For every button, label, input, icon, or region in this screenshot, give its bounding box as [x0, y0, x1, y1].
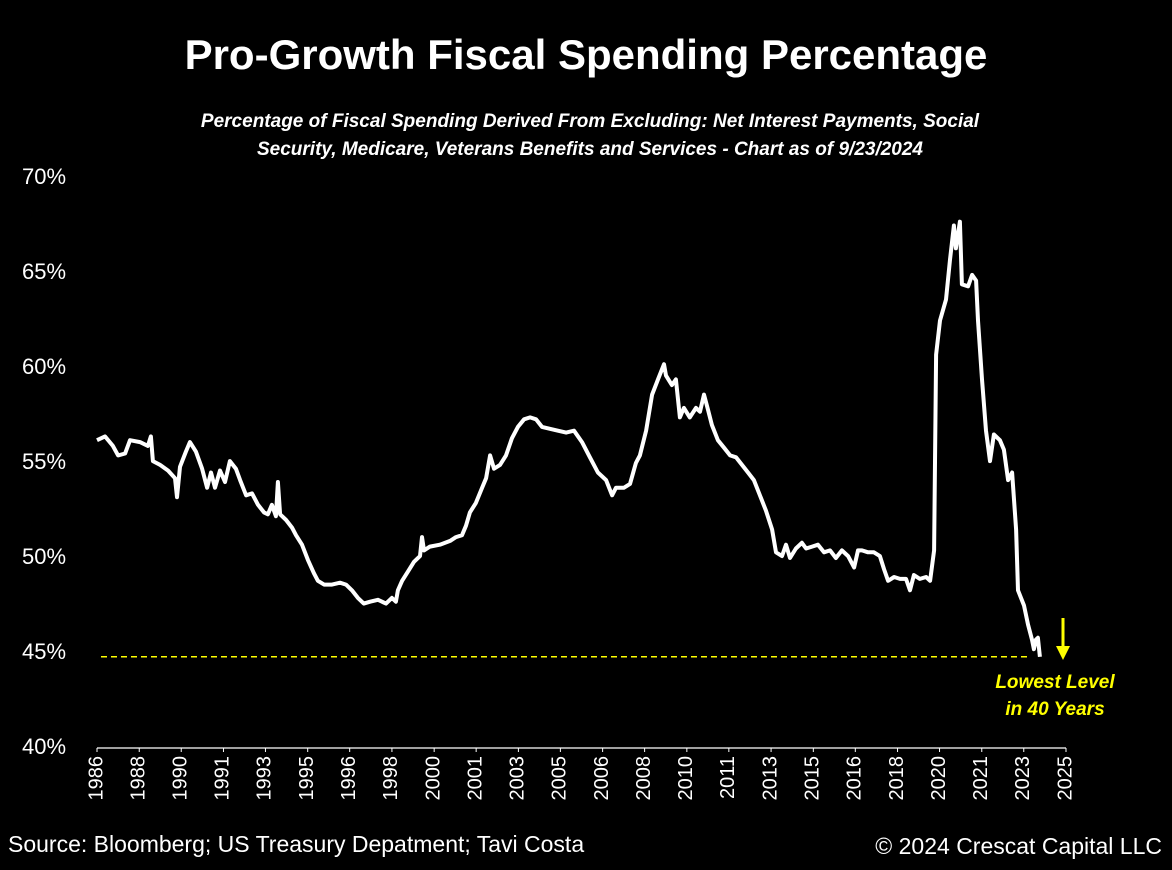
- copyright: © 2024 Crescat Capital LLC: [875, 833, 1162, 859]
- x-tick-label: 2020: [928, 756, 950, 801]
- x-tick-label: 2008: [633, 756, 655, 801]
- x-tick-label: 1986: [85, 756, 107, 801]
- x-tick-label: 2013: [759, 756, 781, 801]
- x-tick-label: 2016: [844, 756, 866, 801]
- x-tick-label: 1988: [128, 756, 150, 801]
- y-tick-label: 50%: [22, 544, 66, 569]
- x-tick-label: 2021: [970, 756, 992, 801]
- chart-subtitle: Security, Medicare, Veterans Benefits an…: [257, 139, 923, 160]
- x-tick-label: 1991: [212, 756, 234, 801]
- chart-subtitle: Percentage of Fiscal Spending Derived Fr…: [201, 111, 980, 132]
- x-tick-label: 1990: [170, 756, 192, 801]
- x-tick-label: 2005: [549, 756, 571, 801]
- data-line: [96, 219, 1042, 658]
- x-tick-label: 2003: [507, 756, 529, 801]
- x-tick-label: 2011: [717, 756, 739, 799]
- x-tick-label: 2010: [675, 756, 697, 801]
- y-tick-label: 45%: [22, 639, 66, 664]
- x-tick-label: 1993: [254, 756, 276, 801]
- y-tick-label: 40%: [22, 734, 66, 759]
- y-tick-label: 60%: [22, 354, 66, 379]
- source: Source: Bloomberg; US Treasury Depatment…: [8, 831, 584, 857]
- x-tick-label: 1998: [380, 756, 402, 801]
- arrow-head: [1056, 646, 1070, 660]
- x-tick-label: 1995: [296, 756, 318, 801]
- annotation: Lowest Level: [995, 672, 1115, 693]
- y-tick-label: 70%: [22, 164, 66, 189]
- x-tick-label: 2000: [422, 756, 444, 801]
- x-tick-label: 2018: [886, 756, 908, 801]
- x-tick-label: 2025: [1054, 756, 1076, 801]
- x-tick-label: 2001: [464, 756, 486, 801]
- x-tick-label: 1996: [338, 756, 360, 801]
- annotation: in 40 Years: [1005, 699, 1104, 720]
- y-tick-label: 65%: [22, 259, 66, 284]
- x-tick-label: 2006: [591, 756, 613, 801]
- x-tick-label: 2015: [802, 756, 824, 801]
- x-tick-label: 2023: [1012, 756, 1034, 801]
- y-tick-label: 55%: [22, 449, 66, 474]
- chart-title: Pro-Growth Fiscal Spending Percentage: [185, 31, 988, 78]
